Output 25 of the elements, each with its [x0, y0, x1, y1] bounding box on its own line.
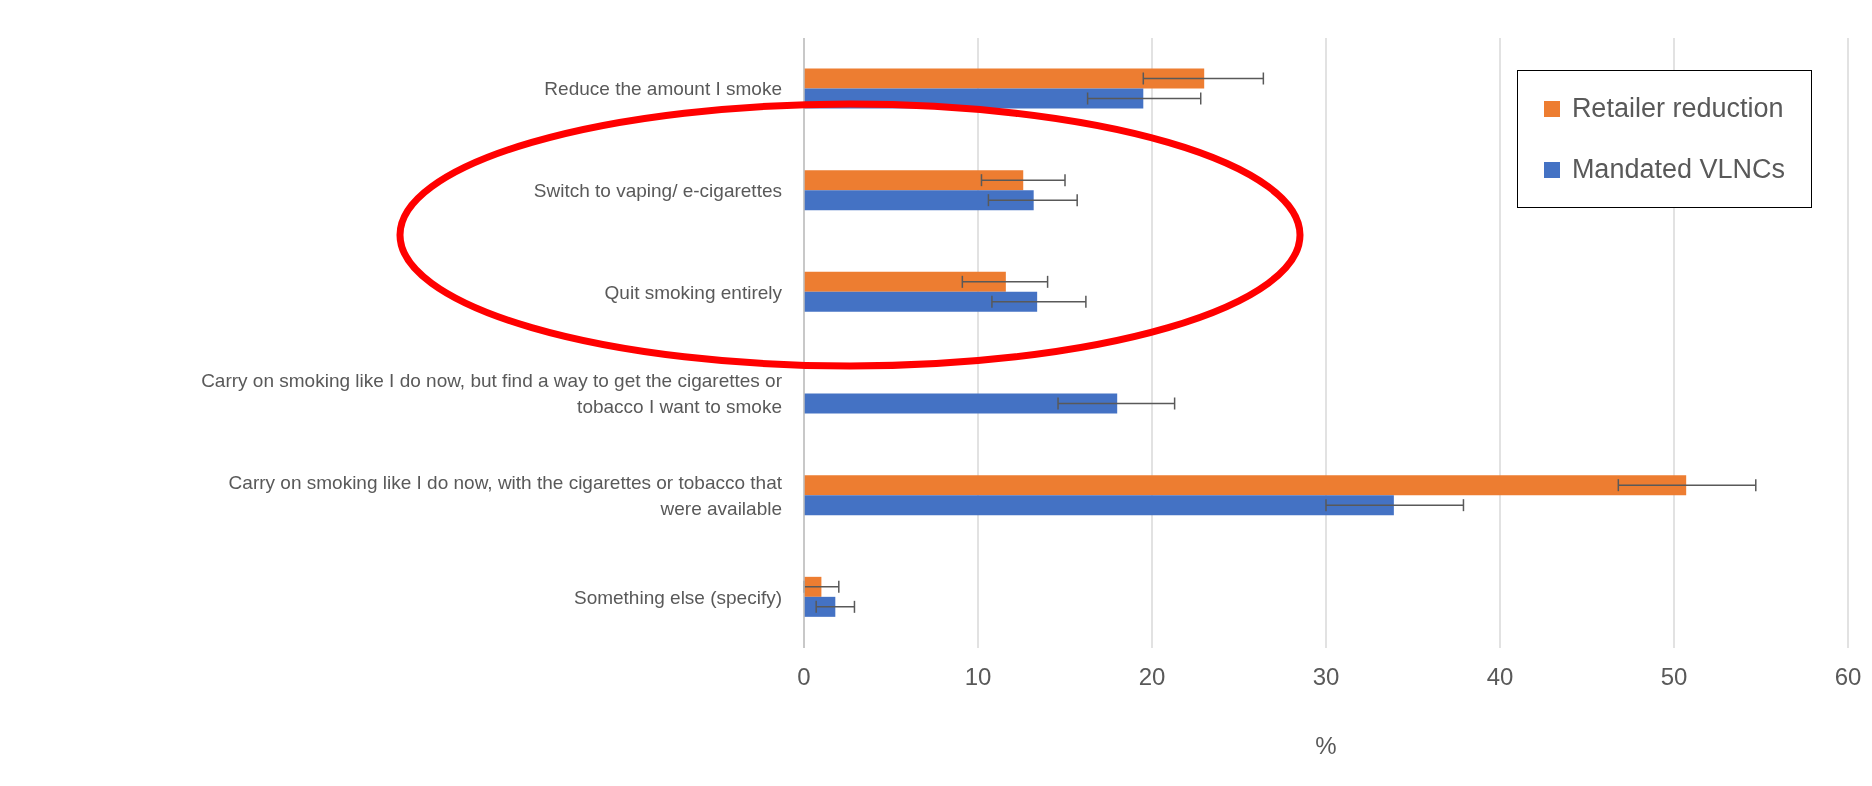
- bar: [804, 393, 1118, 414]
- x-tick-label: 0: [797, 663, 811, 691]
- x-tick-label: 50: [1660, 663, 1688, 691]
- y-tick-label: Carry on smoking like I do now, but find a way to get the cigarettes or tobacco I want to smoke: [201, 370, 783, 418]
- y-tick-label: Carry on smoking like I do now, with the cigarettes or tobacco that were available: [228, 472, 783, 520]
- bar: [804, 291, 1038, 312]
- bar: [804, 190, 1034, 211]
- bar: [804, 68, 1205, 89]
- x-tick-label: 60: [1834, 663, 1862, 691]
- bar: [804, 271, 1006, 292]
- y-tick-label: Quit smoking entirely: [604, 281, 783, 303]
- legend-label: Retailer reduction: [1571, 93, 1784, 124]
- x-tick-label: 40: [1486, 663, 1514, 691]
- y-tick-label: Switch to vaping/ e-cigarettes: [533, 180, 782, 202]
- y-tick-label: Something else (specify): [573, 586, 782, 608]
- x-tick-label: 10: [964, 663, 992, 691]
- bar: [804, 596, 836, 617]
- x-axis-title: %: [1315, 732, 1337, 759]
- y-tick-label: Reduce the amount I smoke: [544, 78, 782, 100]
- x-tick-label: 20: [1138, 663, 1166, 691]
- legend-label: Mandated VLNCs: [1571, 154, 1785, 185]
- x-tick-label: 30: [1312, 663, 1340, 691]
- bar: [804, 170, 1024, 191]
- bar: [804, 495, 1394, 516]
- bar: [804, 475, 1687, 496]
